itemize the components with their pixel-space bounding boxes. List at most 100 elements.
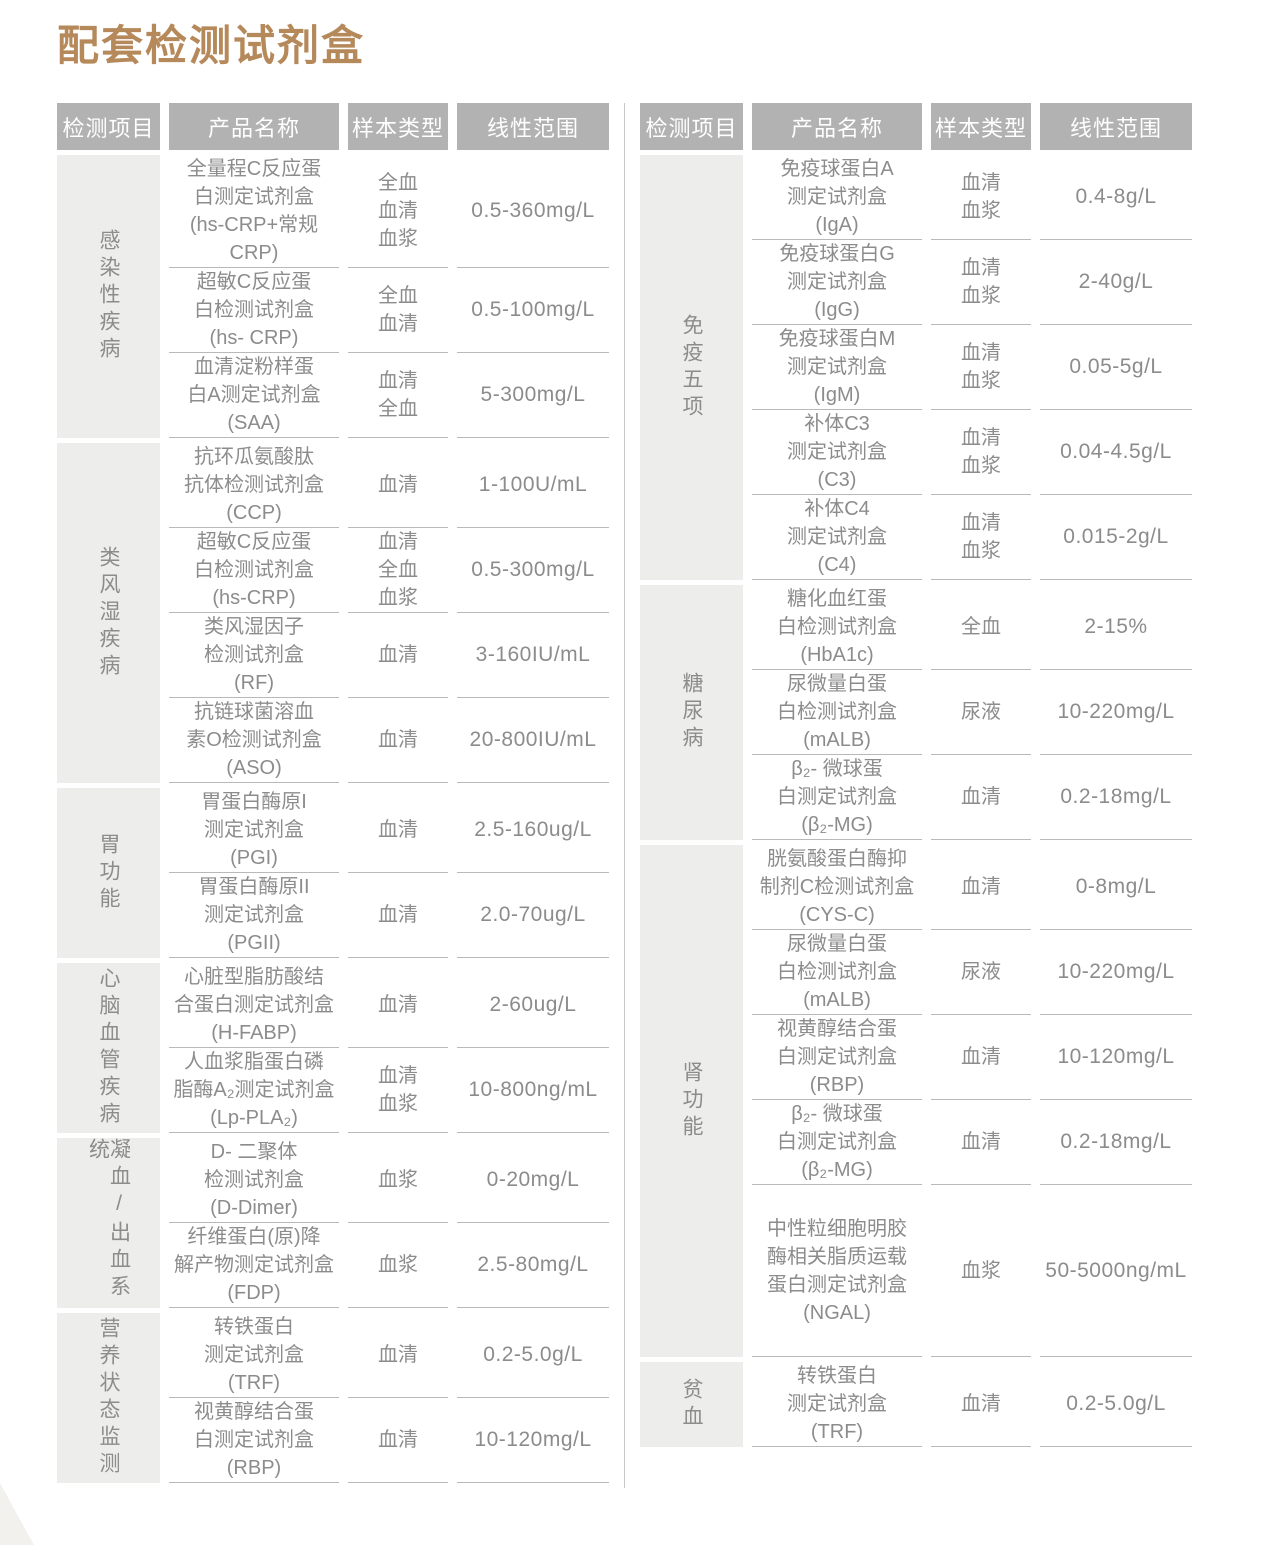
category-label: 营养状态监测 (97, 1317, 120, 1479)
category-group: 感染性疾病 全量程C反应蛋 白测定试剂盒 (hs-CRP+常规CRP) 全血 血… (57, 155, 609, 438)
category-group: 营养状态监测 转铁蛋白 测定试剂盒 (TRF) 血清 0.2-5.0g/L 视黄… (57, 1313, 609, 1483)
product-name-cell: 纤维蛋白(原)降 解产物测定试剂盒 (FDP) (169, 1223, 339, 1308)
category-label: 感染性疾病 (97, 229, 120, 364)
category-group: 心脑血管疾病 心脏型脂肪酸结 合蛋白测定试剂盒 (H-FABP) 血清 2-60… (57, 963, 609, 1133)
linear-range-cell: 0.5-300mg/L (457, 528, 609, 613)
category-group: 凝血/出血系统 D- 二聚体 检测试剂盒 (D-Dimer) 血浆 0-20mg… (57, 1138, 609, 1308)
linear-range-cell: 10-120mg/L (457, 1398, 609, 1483)
product-name-cell: 超敏C反应蛋 白检测试剂盒 (hs-CRP) (169, 528, 339, 613)
table-row: 心脏型脂肪酸结 合蛋白测定试剂盒 (H-FABP) 血清 2-60ug/L (169, 963, 609, 1048)
category-label: 胃功能 (97, 832, 120, 914)
table-row: 转铁蛋白 测定试剂盒 (TRF) 血清 0.2-5.0g/L (169, 1313, 609, 1398)
product-name-cell: 免疫球蛋白A 测定试剂盒 (IgA) (752, 155, 922, 240)
table-row: 补体C3 测定试剂盒 (C3) 血清 血浆 0.04-4.5g/L (752, 410, 1192, 495)
linear-range-cell: 0-8mg/L (1040, 845, 1192, 930)
product-name-cell: 类风湿因子 检测试剂盒 (RF) (169, 613, 339, 698)
sample-type-cell: 血清 血浆 (931, 240, 1031, 325)
table-row: D- 二聚体 检测试剂盒 (D-Dimer) 血浆 0-20mg/L (169, 1138, 609, 1223)
table-row: 视黄醇结合蛋 白测定试剂盒 (RBP) 血清 10-120mg/L (169, 1398, 609, 1483)
sample-type-cell: 全血 血清 血浆 (348, 155, 448, 268)
table-row: 超敏C反应蛋 白检测试剂盒 (hs-CRP) 血清 全血 血浆 0.5-300m… (169, 528, 609, 613)
category-cell: 心脑血管疾病 (57, 963, 160, 1133)
table-body: 免疫五项 免疫球蛋白A 测定试剂盒 (IgA) 血清 血浆 0.4-8g/L 免… (640, 155, 1192, 1447)
table-row: 胃蛋白酶原II 测定试剂盒 (PGII) 血清 2.0-70ug/L (169, 873, 609, 958)
product-name-cell: 糖化血红蛋 白检测试剂盒 (HbA1c) (752, 585, 922, 670)
sample-type-cell: 尿液 (931, 670, 1031, 755)
sample-type-cell: 血浆 (348, 1138, 448, 1223)
linear-range-cell: 3-160IU/mL (457, 613, 609, 698)
table-row: 类风湿因子 检测试剂盒 (RF) 血清 3-160IU/mL (169, 613, 609, 698)
table-row: 免疫球蛋白A 测定试剂盒 (IgA) 血清 血浆 0.4-8g/L (752, 155, 1192, 240)
category-cell: 感染性疾病 (57, 155, 160, 438)
sample-type-cell: 血清 (348, 1313, 448, 1398)
group-rows: 转铁蛋白 测定试剂盒 (TRF) 血清 0.2-5.0g/L 视黄醇结合蛋 白测… (169, 1313, 609, 1483)
table-header-row: 检测项目 产品名称 样本类型 线性范围 (57, 103, 609, 150)
table-row: 抗链球菌溶血 素O检测试剂盒 (ASO) 血清 20-800IU/mL (169, 698, 609, 783)
page-title: 配套检测试剂盒 (57, 22, 366, 69)
category-group: 糖尿病 糖化血红蛋 白检测试剂盒 (HbA1c) 全血 2-15% 尿微量白蛋 … (640, 585, 1192, 840)
linear-range-cell: 0.015-2g/L (1040, 495, 1192, 580)
sample-type-cell: 血浆 (348, 1223, 448, 1308)
linear-range-cell: 2-15% (1040, 585, 1192, 670)
sample-type-cell: 血清 (931, 1100, 1031, 1185)
linear-range-cell: 0-20mg/L (457, 1138, 609, 1223)
product-name-cell: 视黄醇结合蛋 白测定试剂盒 (RBP) (169, 1398, 339, 1483)
linear-range-cell: 0.2-5.0g/L (1040, 1362, 1192, 1447)
linear-range-cell: 1-100U/mL (457, 443, 609, 528)
product-name-cell: 超敏C反应蛋 白检测试剂盒 (hs- CRP) (169, 268, 339, 353)
group-rows: 抗环瓜氨酸肽 抗体检测试剂盒 (CCP) 血清 1-100U/mL 超敏C反应蛋… (169, 443, 609, 783)
linear-range-cell: 2-40g/L (1040, 240, 1192, 325)
sample-type-cell: 血清 (348, 443, 448, 528)
category-cell: 凝血/出血系统 (57, 1138, 160, 1308)
column-header-linear-range: 线性范围 (457, 103, 609, 150)
product-name-cell: 免疫球蛋白M 测定试剂盒 (IgM) (752, 325, 922, 410)
category-label: 免疫五项 (680, 313, 703, 422)
linear-range-cell: 0.2-18mg/L (1040, 1100, 1192, 1185)
linear-range-cell: 10-220mg/L (1040, 930, 1192, 1015)
category-label: 肾功能 (680, 1060, 703, 1142)
product-name-cell: 胃蛋白酶原I 测定试剂盒 (PGI) (169, 788, 339, 873)
product-name-cell: 胃蛋白酶原II 测定试剂盒 (PGII) (169, 873, 339, 958)
product-name-cell: 抗环瓜氨酸肽 抗体检测试剂盒 (CCP) (169, 443, 339, 528)
kit-table-left: 检测项目 产品名称 样本类型 线性范围 感染性疾病 全量程C反应蛋 白测定试剂盒… (57, 103, 609, 1488)
sample-type-cell: 血清 (348, 873, 448, 958)
linear-range-cell: 0.5-100mg/L (457, 268, 609, 353)
category-group: 免疫五项 免疫球蛋白A 测定试剂盒 (IgA) 血清 血浆 0.4-8g/L 免… (640, 155, 1192, 580)
product-name-cell: 尿微量白蛋 白检测试剂盒 (mALB) (752, 670, 922, 755)
category-group: 贫血 转铁蛋白 测定试剂盒 (TRF) 血清 0.2-5.0g/L (640, 1362, 1192, 1447)
linear-range-cell: 2.5-160ug/L (457, 788, 609, 873)
table-row: 免疫球蛋白G 测定试剂盒 (IgG) 血清 血浆 2-40g/L (752, 240, 1192, 325)
sample-type-cell: 血清 血浆 (931, 155, 1031, 240)
linear-range-cell: 10-800ng/mL (457, 1048, 609, 1133)
product-name-cell: 补体C4 测定试剂盒 (C4) (752, 495, 922, 580)
category-cell: 贫血 (640, 1362, 743, 1447)
product-name-cell: 免疫球蛋白G 测定试剂盒 (IgG) (752, 240, 922, 325)
sample-type-cell: 全血 血清 (348, 268, 448, 353)
corner-decoration (0, 1483, 34, 1545)
table-row: 补体C4 测定试剂盒 (C4) 血清 血浆 0.015-2g/L (752, 495, 1192, 580)
product-name-cell: β₂- 微球蛋 白测定试剂盒 (β₂-MG) (752, 755, 922, 840)
category-cell: 肾功能 (640, 845, 743, 1357)
group-rows: 免疫球蛋白A 测定试剂盒 (IgA) 血清 血浆 0.4-8g/L 免疫球蛋白G… (752, 155, 1192, 580)
sample-type-cell: 血清 血浆 (348, 1048, 448, 1133)
table-row: 人血浆脂蛋白磷 脂酶A₂测定试剂盒 (Lp-PLA₂) 血清 血浆 10-800… (169, 1048, 609, 1133)
linear-range-cell: 50-5000ng/mL (1040, 1185, 1192, 1357)
column-header-test-item: 检测项目 (640, 103, 743, 150)
table-header-row: 检测项目 产品名称 样本类型 线性范围 (640, 103, 1192, 150)
column-header-test-item: 检测项目 (57, 103, 160, 150)
group-rows: 心脏型脂肪酸结 合蛋白测定试剂盒 (H-FABP) 血清 2-60ug/L 人血… (169, 963, 609, 1133)
table-row: 转铁蛋白 测定试剂盒 (TRF) 血清 0.2-5.0g/L (752, 1362, 1192, 1447)
product-name-cell: 中性粒细胞明胶 酶相关脂质运载 蛋白测定试剂盒 (NGAL) (752, 1185, 922, 1357)
linear-range-cell: 10-220mg/L (1040, 670, 1192, 755)
category-cell: 糖尿病 (640, 585, 743, 840)
product-name-cell: 抗链球菌溶血 素O检测试剂盒 (ASO) (169, 698, 339, 783)
linear-range-cell: 0.05-5g/L (1040, 325, 1192, 410)
product-name-cell: 心脏型脂肪酸结 合蛋白测定试剂盒 (H-FABP) (169, 963, 339, 1048)
sample-type-cell: 血清 血浆 (931, 495, 1031, 580)
table-row: β₂- 微球蛋 白测定试剂盒 (β₂-MG) 血清 0.2-18mg/L (752, 1100, 1192, 1185)
group-rows: 全量程C反应蛋 白测定试剂盒 (hs-CRP+常规CRP) 全血 血清 血浆 0… (169, 155, 609, 438)
product-name-cell: 血清淀粉样蛋 白A测定试剂盒 (SAA) (169, 353, 339, 438)
sample-type-cell: 血清 (931, 845, 1031, 930)
linear-range-cell: 0.2-5.0g/L (457, 1313, 609, 1398)
category-group: 肾功能 胱氨酸蛋白酶抑 制剂C检测试剂盒 (CYS-C) 血清 0-8mg/L … (640, 845, 1192, 1357)
